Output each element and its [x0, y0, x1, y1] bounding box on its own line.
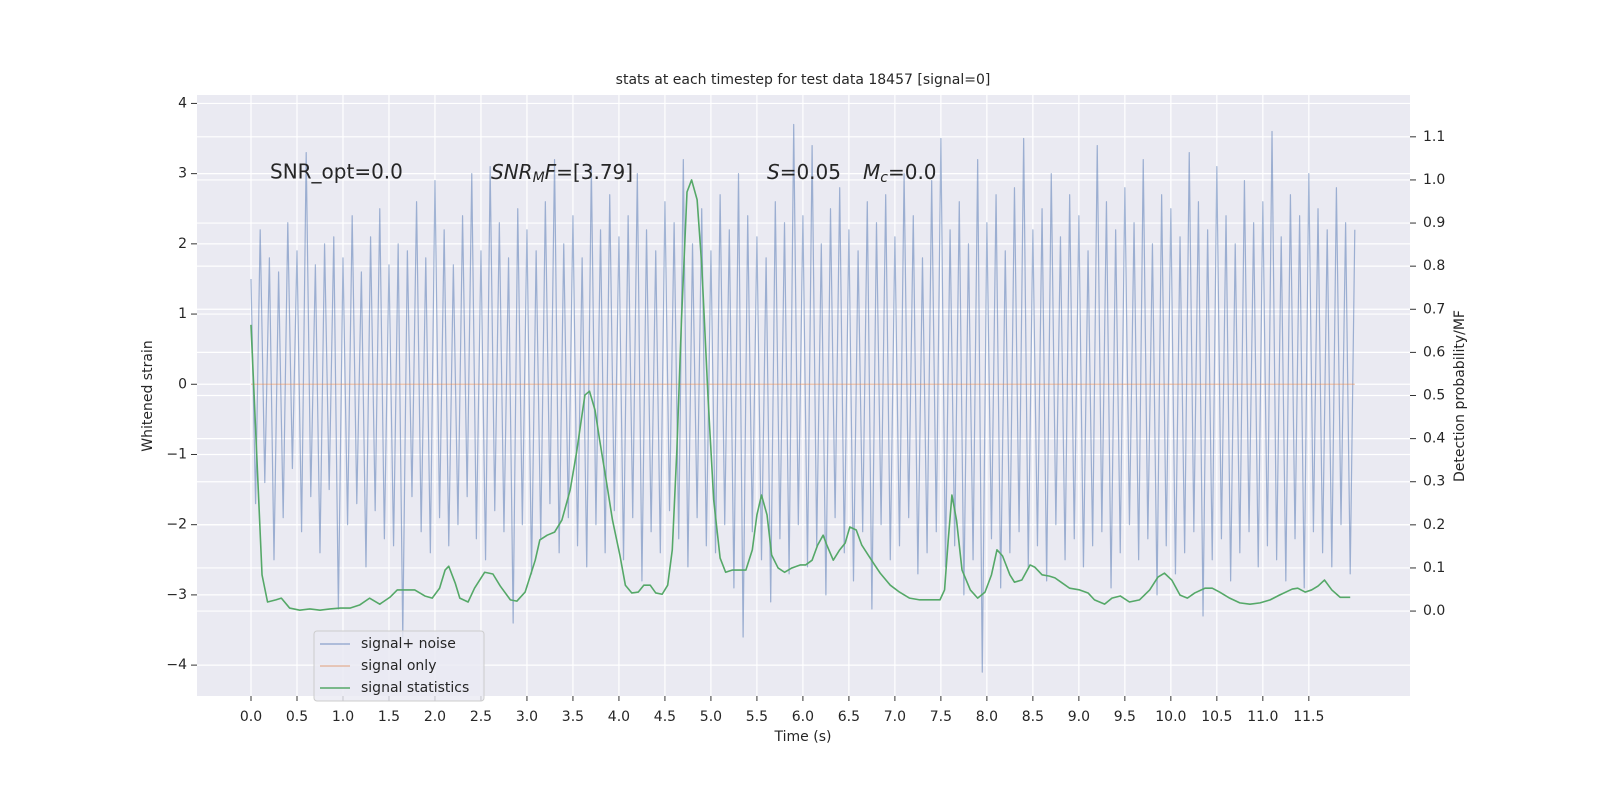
x-tick-label: 7.0	[884, 709, 906, 725]
y2-axis-label: Detection probability/MF	[1452, 310, 1468, 482]
x-tick-label: 4.0	[608, 709, 630, 725]
y-tick-label: 0	[178, 376, 187, 392]
y2-tick-label: 0.0	[1423, 603, 1445, 619]
y2-tick-label: 0.3	[1423, 474, 1445, 490]
x-tick-label: 9.0	[1068, 709, 1090, 725]
x-tick-label: 10.5	[1201, 709, 1232, 725]
y-tick-label: 3	[178, 166, 187, 182]
annotation-part: =[3.79]	[556, 160, 633, 184]
annotation-part: =0.0	[888, 160, 937, 184]
x-tick-label: 0.5	[286, 709, 308, 725]
legend-label: signal only	[361, 658, 436, 674]
y-tick-label: −2	[166, 517, 187, 533]
y-tick-label: −3	[166, 587, 187, 603]
series-line	[250, 123, 1356, 673]
annotation: SNRMF=[3.79]	[491, 160, 633, 187]
x-tick-label: 1.0	[332, 709, 354, 725]
annotation-part: SNR	[491, 160, 533, 184]
annotation-part: M	[533, 170, 545, 186]
x-tick-label: 11.5	[1293, 709, 1324, 725]
y2-tick-label: 0.4	[1423, 431, 1445, 447]
x-axis-label: Time (s)	[774, 729, 832, 745]
legend-box	[313, 630, 485, 702]
x-tick-label: 4.5	[654, 709, 676, 725]
y2-tick-label: 0.6	[1423, 344, 1445, 360]
x-tick-label: 8.5	[1022, 709, 1044, 725]
y-tick-label: 2	[178, 236, 187, 252]
annotation-part: M	[863, 160, 880, 184]
annotation: SNR_opt=0.0	[270, 160, 403, 184]
series-line	[250, 179, 1351, 611]
y2-tick-label: 0.8	[1423, 258, 1445, 274]
legend: signal+ noise signal only signal statistic…	[313, 630, 485, 702]
y-axis-label: Whitened strain	[140, 340, 156, 451]
ticks: 0.0 0.5 1.0 1.5 2.0 2.5 3.0 3.5 4.0 4.5 5.0 5.5 6.0 6…	[166, 95, 1445, 725]
x-tick-label: 6.0	[792, 709, 814, 725]
y2-tick-label: 0.7	[1423, 301, 1445, 317]
x-tick-label: 2.5	[470, 709, 492, 725]
x-tick-label: 6.5	[838, 709, 860, 725]
y-tick-label: 1	[178, 306, 187, 322]
annotation-part: =0.05	[780, 160, 841, 184]
y2-tick-label: 1.1	[1423, 129, 1445, 145]
y2-tick-label: 0.2	[1423, 517, 1445, 533]
y2-tick-label: 1.0	[1423, 172, 1445, 188]
x-tick-label: 3.5	[562, 709, 584, 725]
x-tick-label: 5.5	[746, 709, 768, 725]
x-tick-label: 7.5	[930, 709, 952, 725]
y2-tick-label: 0.5	[1423, 388, 1445, 404]
chart-title: stats at each timestep for test data 184…	[616, 72, 991, 88]
x-tick-label: 3.0	[516, 709, 538, 725]
annotation: S=0.05 Mc=0.0	[767, 160, 937, 187]
x-tick-label: 0.0	[240, 709, 262, 725]
y-tick-label: −4	[166, 657, 187, 673]
annotation-part: c	[880, 170, 888, 186]
marks	[250, 123, 1356, 673]
y-tick-label: −1	[166, 446, 187, 462]
x-tick-label: 8.0	[976, 709, 998, 725]
y2-tick-label: 0.1	[1423, 560, 1445, 576]
annotation-part: S	[767, 160, 780, 184]
x-tick-label: 11.0	[1247, 709, 1278, 725]
x-tick-label: 10.0	[1155, 709, 1186, 725]
legend-label: signal statistics	[361, 680, 469, 696]
y2-tick-label: 0.9	[1423, 215, 1445, 231]
x-tick-label: 9.5	[1114, 709, 1136, 725]
x-tick-label: 1.5	[378, 709, 400, 725]
y-tick-label: 4	[178, 95, 187, 111]
x-tick-label: 2.0	[424, 709, 446, 725]
x-tick-label: 5.0	[700, 709, 722, 725]
annotation-part: F	[545, 160, 557, 184]
legend-label: signal+ noise	[361, 636, 456, 652]
